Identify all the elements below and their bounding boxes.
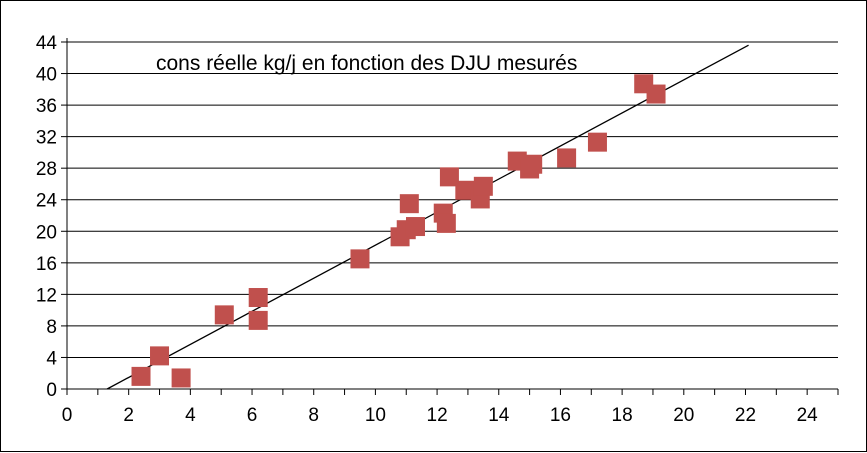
y-tick-label-24: 24 <box>36 191 58 212</box>
chart-title: cons réelle kg/j en fonction des DJU mes… <box>156 52 577 75</box>
grid-lines <box>67 41 838 358</box>
data-point-5 <box>248 310 268 330</box>
data-point-6 <box>350 249 370 269</box>
x-tick-label-2: 2 <box>123 405 134 426</box>
data-point-16 <box>473 176 493 196</box>
data-point-20 <box>557 148 577 168</box>
data-point-21 <box>587 132 607 152</box>
trendline <box>106 44 749 390</box>
x-tick-label-8: 8 <box>308 405 319 426</box>
x-tick-label-6: 6 <box>247 405 258 426</box>
y-tick-label-28: 28 <box>36 159 57 180</box>
x-tick-label-24: 24 <box>797 405 819 426</box>
data-point-2 <box>171 368 191 388</box>
y-tick-label-44: 44 <box>36 33 58 54</box>
trendline-line <box>106 44 749 390</box>
x-tick-label-10: 10 <box>365 405 386 426</box>
y-tick-label-8: 8 <box>46 317 57 338</box>
y-tick-label-36: 36 <box>36 96 57 117</box>
x-tick-label-16: 16 <box>550 405 571 426</box>
data-point-3 <box>214 305 234 325</box>
y-tick-label-20: 20 <box>36 222 57 243</box>
data-point-14 <box>455 180 475 200</box>
data-point-4 <box>248 288 268 308</box>
y-tick-label-0: 0 <box>46 380 57 401</box>
axes <box>61 38 839 395</box>
data-point-19 <box>523 154 543 174</box>
data-point-12 <box>436 213 456 233</box>
data-point-0 <box>131 366 151 386</box>
data-point-23 <box>646 84 666 104</box>
x-tick-label-18: 18 <box>612 405 633 426</box>
data-point-1 <box>150 346 170 366</box>
x-tick-label-0: 0 <box>62 405 73 426</box>
y-tick-label-4: 4 <box>46 348 57 369</box>
data-points <box>131 74 666 388</box>
y-tick-label-40: 40 <box>36 65 57 86</box>
data-point-9 <box>399 194 419 214</box>
data-point-10 <box>405 217 425 237</box>
x-tick-label-14: 14 <box>488 405 510 426</box>
y-tick-label-12: 12 <box>36 285 57 306</box>
x-tick-label-4: 4 <box>185 405 196 426</box>
x-tick-label-12: 12 <box>427 405 448 426</box>
x-tick-label-20: 20 <box>673 405 694 426</box>
y-tick-label-16: 16 <box>36 254 57 275</box>
data-point-13 <box>439 167 459 187</box>
y-tick-label-32: 32 <box>36 128 57 149</box>
x-tick-label-22: 22 <box>735 405 756 426</box>
